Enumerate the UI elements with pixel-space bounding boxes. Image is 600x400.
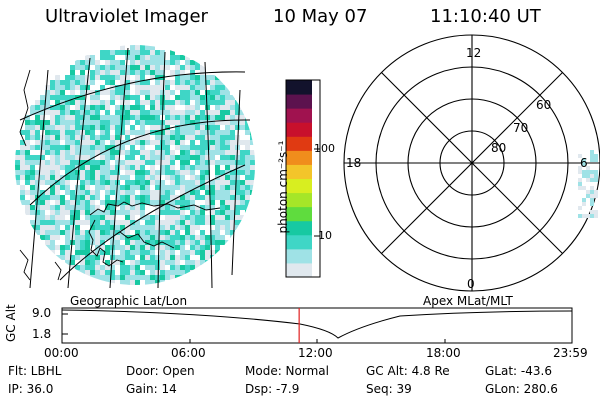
colorbar-segment	[286, 262, 312, 278]
colorbar-segment	[286, 234, 312, 250]
time-label: 11:10:40 UT	[430, 6, 541, 27]
geographic-label: Geographic Lat/Lon	[70, 294, 188, 308]
mlt-label-12: 12	[466, 46, 482, 60]
geographic-image-panel	[15, 45, 255, 289]
status-glat: GLat: -43.6	[485, 364, 552, 378]
colorbar-segment	[286, 220, 312, 236]
colorbar-tick-100: 100	[314, 142, 335, 155]
colorbar-segment	[286, 248, 312, 264]
status-seq: Seq: 39	[366, 382, 412, 396]
status-glon: GLon: 280.6	[485, 382, 558, 396]
colorbar-gradient	[286, 80, 312, 278]
colorbar-segment	[286, 206, 312, 222]
timeline-tick-1800: 18:00	[426, 346, 461, 360]
colorbar-segment	[286, 122, 312, 137]
mlt-label-0: 0	[467, 277, 475, 291]
colorbar-tick-10: 10	[318, 229, 332, 242]
mlt-label-18: 18	[346, 156, 362, 170]
mlt-label-6: 6	[580, 156, 588, 170]
colorbar-segment	[286, 136, 312, 151]
instrument-title: Ultraviolet Imager	[45, 6, 208, 27]
colorbar-segment	[286, 192, 312, 208]
timeline-tick-0600: 06:00	[171, 346, 206, 360]
status-mode: Mode: Normal	[245, 364, 329, 378]
timeline-tick-1200: 12:00	[298, 346, 333, 360]
colorbar-segment	[286, 80, 312, 95]
timeline-tick-0000: 00:00	[44, 346, 79, 360]
status-filter: Flt: LBHL	[8, 364, 62, 378]
geo-grid-lines	[19, 47, 251, 289]
polar-plot	[343, 34, 600, 292]
colorbar-segment	[286, 178, 312, 194]
timeline-ylabel: GC Alt	[4, 304, 18, 342]
colorbar-segment	[286, 94, 312, 109]
timeline-panel	[61, 307, 573, 344]
status-gc-alt: GC Alt: 4.8 Re	[366, 364, 450, 378]
timeline-ymin: 1.8	[32, 327, 52, 341]
colorbar	[285, 79, 321, 278]
colorbar-unit-label: photon cm⁻²s⁻¹	[276, 140, 290, 234]
colorbar-segment	[286, 150, 312, 165]
lat-label-80: 80	[491, 141, 507, 155]
timeline-tick-2359: 23:59	[553, 346, 588, 360]
status-dsp: Dsp: -7.9	[245, 382, 300, 396]
status-door: Door: Open	[126, 364, 195, 378]
timeline-ymax: 9.0	[32, 306, 52, 320]
polar-edge-speckle	[578, 150, 598, 218]
apex-label: Apex MLat/MLT	[423, 294, 513, 308]
colorbar-segment	[286, 164, 312, 179]
date-label: 10 May 07	[273, 6, 368, 27]
coastline	[19, 69, 221, 281]
status-gain: Gain: 14	[126, 382, 177, 396]
status-ip: IP: 36.0	[8, 382, 54, 396]
colorbar-segment	[286, 108, 312, 123]
lat-label-70: 70	[513, 121, 529, 135]
lat-label-60: 60	[536, 98, 552, 112]
